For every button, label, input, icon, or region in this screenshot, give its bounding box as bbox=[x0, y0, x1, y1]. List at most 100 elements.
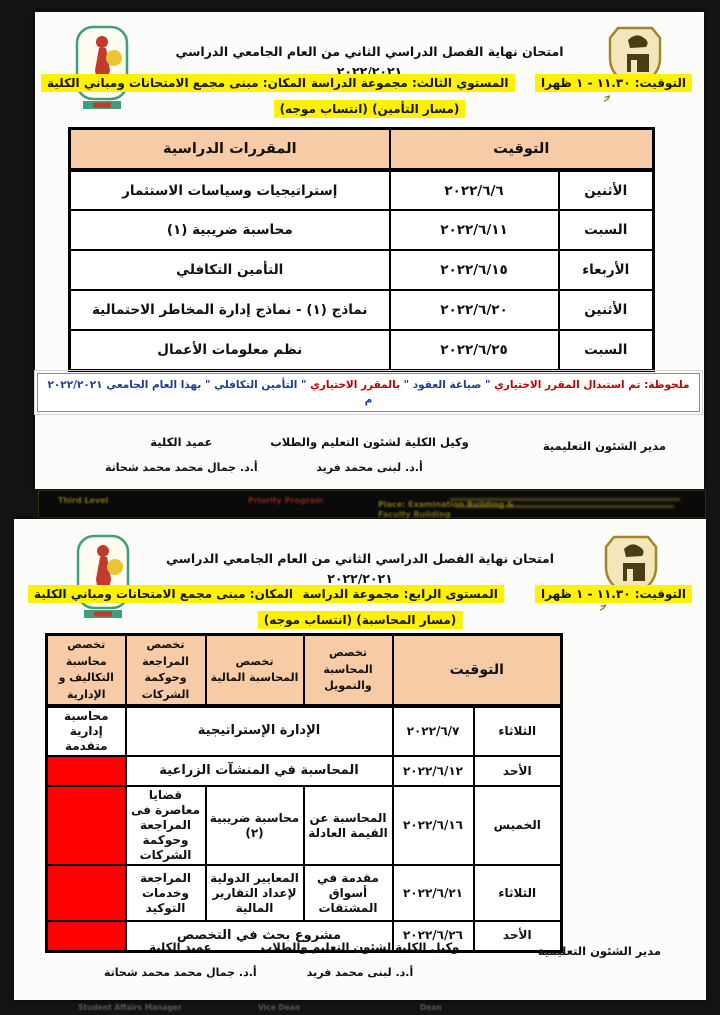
vice-dean-name: أ.د. لبنى محمد فريد bbox=[306, 965, 414, 979]
day-cell: السبت bbox=[557, 329, 655, 371]
vice-dean-signature: وكيل الكلية لشئون التعليم والطلاب أ.د. ل… bbox=[260, 940, 460, 979]
table-row: الثلاثاء ٢٠٢٢/٦/٢١ مقدمة في أسواق المشتق… bbox=[45, 864, 563, 922]
course-cell: المحاسبة في المنشآت الزراعية bbox=[124, 755, 394, 787]
page-title: امتحان نهاية الفصل الدراسي الثاني من الع… bbox=[165, 551, 555, 586]
place-highlight: المكان: مبنى مجمع الامتحانات ومباني الكل… bbox=[28, 585, 299, 603]
figure-disc bbox=[107, 559, 123, 575]
timing-highlight: التوقيت: ١١.٣٠ - ١ ظهرا bbox=[535, 585, 692, 603]
university-emblem-pylon bbox=[627, 54, 649, 72]
date-cell: ٢٠٢٢/٦/٢١ bbox=[391, 864, 475, 922]
edu-affairs-title: مدير الشئون التعليمية bbox=[537, 944, 661, 958]
scan-artifact-line bbox=[456, 505, 674, 508]
dean-title: عميد الكلية bbox=[149, 940, 212, 954]
timing-header: التوقيت bbox=[388, 127, 655, 172]
table-row: الأربعاء ٢٠٢٢/٦/١٥ التأمين التكافلي bbox=[68, 249, 655, 291]
day-cell: الأحد bbox=[472, 920, 563, 952]
vice-dean-name: أ.د. لبنى محمد فريد bbox=[316, 460, 423, 474]
course-cell: الإدارة الإستراتيجية bbox=[124, 705, 394, 757]
spec-audit-governance-header: تخصص المراجعة وحوكمة الشركات bbox=[124, 633, 207, 708]
audit-course-cell: المراجعة وخدمات التوكيد bbox=[124, 864, 207, 922]
day-cell: الأحد bbox=[472, 755, 563, 787]
level4-exam-table: التوقيت تخصص المحاسبة والتمويل تخصص المح… bbox=[45, 633, 563, 953]
scan-fragment: Vice Dean bbox=[258, 1003, 301, 1012]
table-header-row: التوقيت تخصص المحاسبة والتمويل تخصص المح… bbox=[45, 633, 563, 708]
course-cell: محاسبة ضريبية (١) bbox=[68, 209, 391, 251]
dean-signature: عميد الكلية أ.د. جمال محمد محمد شحاتة bbox=[104, 940, 257, 979]
figure-head bbox=[97, 545, 109, 557]
edu-affairs-signature: مدير الشئون التعليمية bbox=[543, 439, 666, 454]
date-cell: ٢٠٢٢/٦/١٥ bbox=[388, 249, 560, 291]
vice-dean-title: وكيل الكلية لشئون التعليم والطلاب bbox=[270, 435, 469, 449]
faculty-banner-center bbox=[94, 611, 112, 617]
table-row: الخميس ٢٠٢٢/٦/١٦ المحاسبة عن القيمة العا… bbox=[45, 785, 563, 866]
track-highlight: (مسار التأمين) (انتساب موجه) bbox=[273, 100, 466, 118]
table-header-row: التوقيت المقررات الدراسية bbox=[68, 127, 655, 172]
exam-schedule-page-level4: جامعة القاهرة امتحان نهاية الفصل الدراسي… bbox=[14, 519, 706, 1000]
note-segment: " صياغة العقود " bbox=[400, 379, 491, 391]
day-cell: الثلاثاء bbox=[472, 864, 563, 922]
university-logo-caption: جامعة القاهرة bbox=[604, 91, 613, 106]
date-cell: ٢٠٢٢/٦/٢٥ bbox=[388, 329, 560, 371]
red-cell bbox=[45, 920, 127, 952]
red-cell bbox=[45, 755, 127, 787]
dean-title: عميد الكلية bbox=[150, 435, 213, 449]
finance-course-cell: مقدمة في أسواق المشتقات bbox=[302, 864, 394, 922]
date-cell: ٢٠٢٢/٦/٢٠ bbox=[388, 289, 560, 331]
cairo-university-logo: جامعة القاهرة bbox=[604, 26, 662, 106]
scan-artifact-band bbox=[38, 490, 706, 518]
note-segment: ملحوظة: تم استبدال المقرر الاختياري bbox=[490, 379, 690, 391]
table-row: الأحد ٢٠٢٢/٦/١٢ المحاسبة في المنشآت الزر… bbox=[45, 755, 563, 787]
course-cell: مشروع بحث في التخصص bbox=[124, 920, 394, 952]
level3-exam-table: التوقيت المقررات الدراسية الأثنين ٢٠٢٢/٦… bbox=[68, 127, 655, 372]
pylon-door bbox=[631, 60, 637, 72]
red-cell bbox=[45, 864, 127, 922]
table-row: الأثنين ٢٠٢٢/٦/٦ إستراتيجيات وسياسات الا… bbox=[68, 169, 655, 211]
scan-fragment: Dean bbox=[420, 1003, 442, 1012]
university-emblem-bird bbox=[624, 544, 644, 557]
faculty-banner-center bbox=[93, 102, 111, 108]
date-cell: ٢٠٢٢/٦/١٢ bbox=[391, 755, 475, 787]
note-segment: بهذا العام الجامعي ٢٠٢٢/٢٠٢١ م bbox=[47, 379, 373, 406]
courses-header: المقررات الدراسية bbox=[68, 127, 391, 172]
dean-signature: عميد الكلية أ.د. جمال محمد محمد شحاتة bbox=[105, 435, 258, 474]
spec-finance-header: تخصص المحاسبة والتمويل bbox=[302, 633, 394, 708]
timing-highlight: التوقيت: ١١.٣٠ - ١ ظهرا bbox=[535, 74, 692, 92]
vice-dean-signature: وكيل الكلية لشئون التعليم والطلاب أ.د. ل… bbox=[270, 435, 469, 474]
place-highlight: المكان: مبنى مجمع الامتحانات ومباني الكل… bbox=[41, 74, 312, 92]
table-row: الأثنين ٢٠٢٢/٦/٢٠ نماذج (١) - نماذج إدار… bbox=[68, 289, 655, 331]
pylon-door bbox=[627, 569, 633, 581]
faculty-of-commerce-logo bbox=[76, 534, 130, 618]
spec-cost-management-header: تخصص محاسبة التكاليف و الإدارية bbox=[45, 633, 127, 708]
table-row: السبت ٢٠٢٢/٦/١١ محاسبة ضريبية (١) bbox=[68, 209, 655, 251]
course-cell: نظم معلومات الأعمال bbox=[68, 329, 391, 371]
day-cell: الأثنين bbox=[557, 289, 655, 331]
date-cell: ٢٠٢٢/٦/١٦ bbox=[391, 785, 475, 866]
table-row: الثلاثاء ٢٠٢٢/٦/٧ الإدارة الإستراتيجية م… bbox=[45, 705, 563, 757]
scan-fragment: Student Affairs Manager bbox=[78, 1003, 182, 1012]
university-emblem-pylon bbox=[623, 563, 645, 581]
dean-name: أ.د. جمال محمد محمد شحاتة bbox=[105, 460, 258, 474]
date-cell: ٢٠٢٢/٦/١١ bbox=[388, 209, 560, 251]
dean-name: أ.د. جمال محمد محمد شحاتة bbox=[104, 965, 257, 979]
date-cell: ٢٠٢٢/٦/٦ bbox=[388, 169, 560, 211]
faculty-of-commerce-logo bbox=[75, 25, 129, 109]
course-cell: التأمين التكافلي bbox=[68, 249, 391, 291]
day-cell: الثلاثاء bbox=[472, 705, 563, 757]
university-logo-caption: جامعة القاهرة bbox=[600, 600, 609, 615]
scan-fragment: Place: Examination Building & Faculty Bu… bbox=[378, 500, 514, 519]
vice-dean-title: وكيل الكلية لشئون التعليم والطلاب bbox=[260, 940, 460, 954]
track-highlight: (مسار المحاسبة) (انتساب موجه) bbox=[257, 611, 463, 629]
replacement-note: ملحوظة: تم استبدال المقرر الاختياري " صي… bbox=[34, 369, 703, 416]
date-cell: ٢٠٢٢/٦/٢٦ bbox=[391, 920, 475, 952]
timing-header: التوقيت bbox=[391, 633, 563, 708]
financial-course-cell: المعايير الدولية لإعداد التقارير المالية bbox=[204, 864, 305, 922]
note-segment: بالمقرر الاختياري bbox=[306, 379, 401, 391]
day-cell: الأثنين bbox=[557, 169, 655, 211]
course-cell: إستراتيجيات وسياسات الاستثمار bbox=[68, 169, 391, 211]
course-cell: نماذج (١) - نماذج إدارة المخاطر الاحتمال… bbox=[68, 289, 391, 331]
university-emblem-bird bbox=[628, 35, 648, 48]
table-row: السبت ٢٠٢٢/٦/٢٥ نظم معلومات الأعمال bbox=[68, 329, 655, 371]
day-cell: السبت bbox=[557, 209, 655, 251]
exam-schedule-page-level3: جامعة القاهرة امتحان نهاية الفصل الدراسي… bbox=[34, 12, 704, 489]
